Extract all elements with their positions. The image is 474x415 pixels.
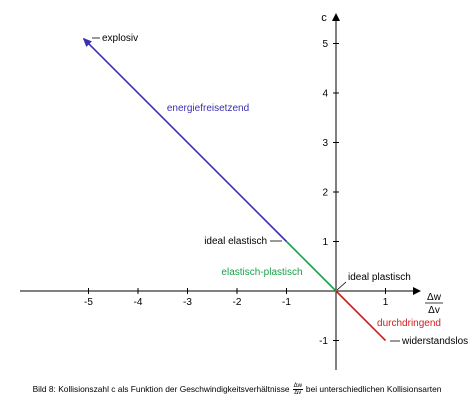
y-tick-label: 5 (322, 39, 328, 50)
x-tick-label: -2 (233, 297, 242, 308)
chart: -5 -4 -3 -2 -1 1 -1 1 2 3 4 5 c Δw Δv energiefreisetzen… (20, 12, 468, 370)
tick-marks (88, 43, 386, 341)
series-label-3: durchdringend (377, 318, 441, 329)
annotation-label: widerstandslos (401, 336, 468, 347)
annotation-label: ideal elastisch (204, 236, 267, 247)
annotation-label: ideal plastisch (348, 272, 411, 283)
y-tick-label: 3 (322, 138, 328, 149)
axes (20, 13, 421, 370)
y-tick-label: -1 (319, 336, 328, 347)
x-tick-label: -1 (282, 297, 291, 308)
y-tick-label: 4 (322, 89, 328, 100)
y-axis-label: c (321, 12, 327, 24)
x-tick-label: -4 (134, 297, 143, 308)
x-tick-label: 1 (383, 297, 389, 308)
x-tick-label: -3 (183, 297, 192, 308)
caption-suffix: bei unterschiedlichen Kollisionsarten (305, 384, 442, 394)
labels-layer: -5 -4 -3 -2 -1 1 -1 1 2 3 4 5 c Δw Δv energiefreisetzen… (84, 12, 468, 347)
series-line-3 (335, 290, 387, 342)
caption-fraction: Δw Δv (292, 382, 303, 396)
caption-fraction-numerator: Δw (292, 382, 303, 390)
x-axis-label-numerator: Δw (427, 292, 442, 303)
y-tick-label: 2 (322, 188, 328, 199)
series-layer (82, 37, 387, 342)
caption-prefix: Bild 8: Kollisionszahl c als Funktion de… (32, 384, 290, 394)
series-line-2 (285, 240, 337, 292)
x-axis-label-denominator: Δv (428, 305, 440, 316)
series-line-1 (82, 37, 288, 243)
series-label-1: energiefreisetzend (167, 103, 249, 114)
annotation-leader-line (336, 281, 347, 291)
annotation-label: explosiv (102, 33, 138, 44)
series-label-2: elastisch-plastisch (221, 267, 302, 278)
figure-caption: Bild 8: Kollisionszahl c als Funktion de… (0, 378, 474, 400)
x-tick-label: -5 (84, 297, 93, 308)
caption-fraction-denominator: Δv (294, 389, 302, 396)
y-tick-label: 1 (322, 237, 328, 248)
